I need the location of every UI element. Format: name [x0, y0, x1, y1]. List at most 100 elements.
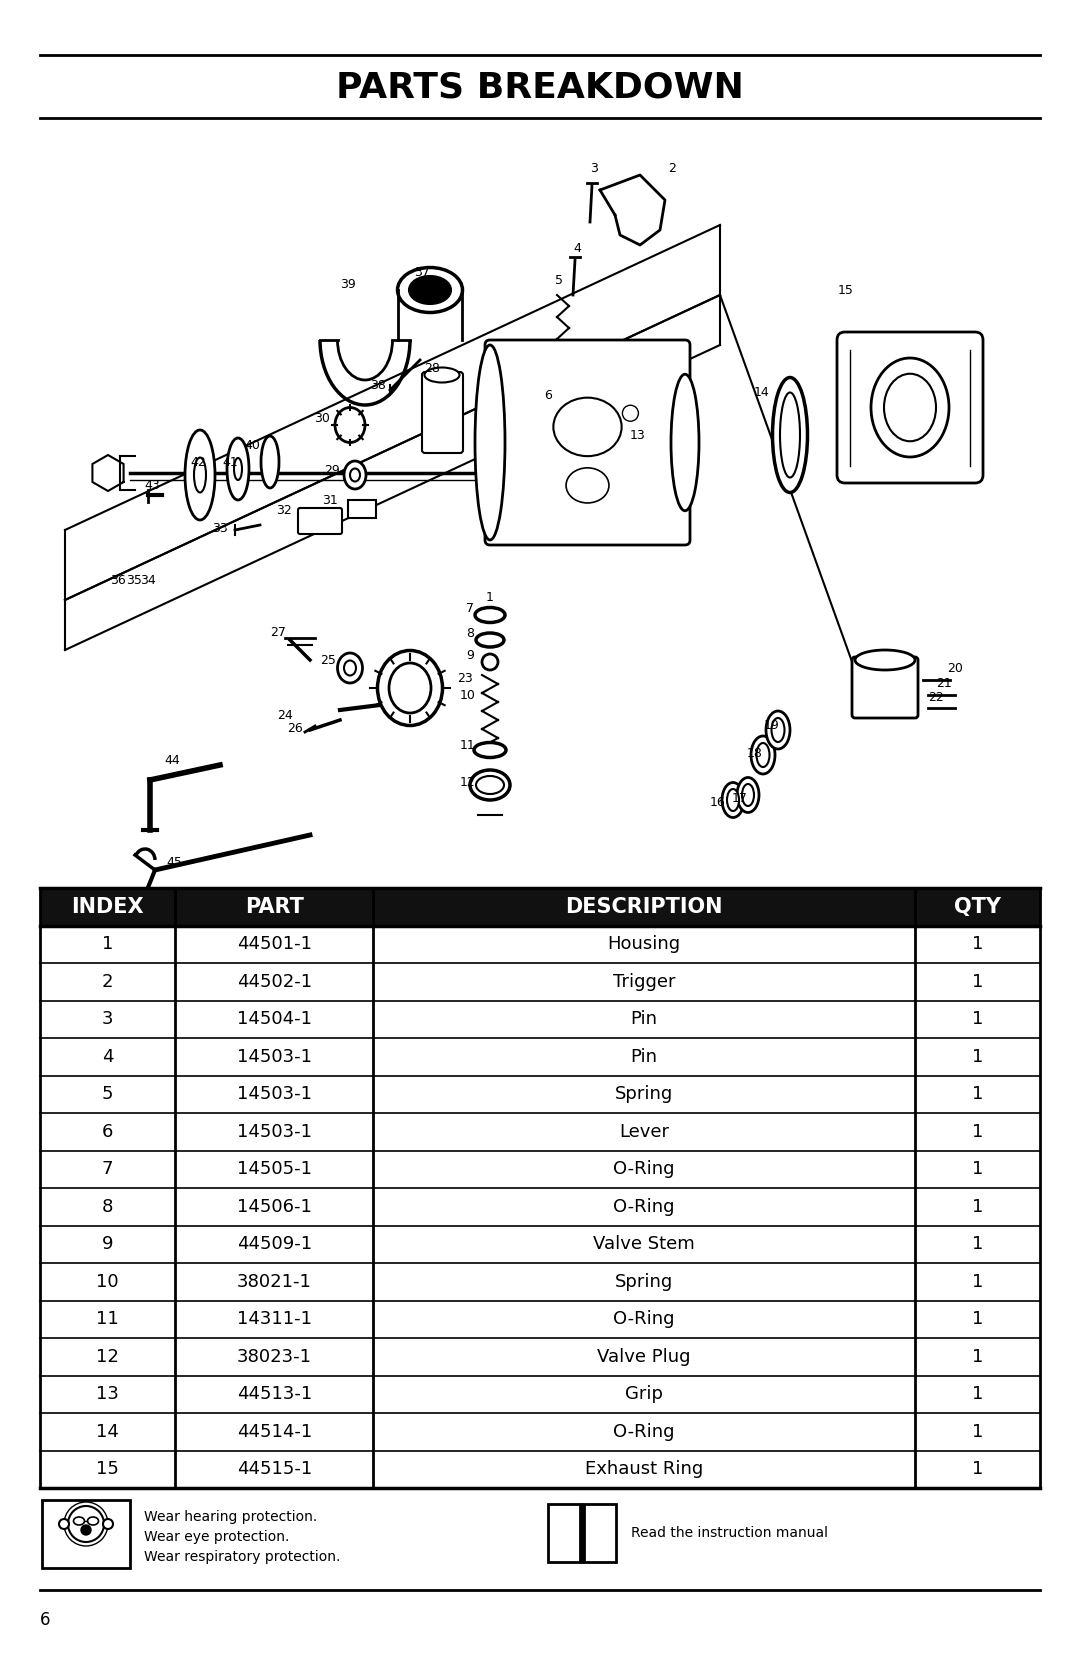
Ellipse shape	[397, 267, 462, 312]
Text: Spring: Spring	[615, 1085, 673, 1103]
Text: 20: 20	[947, 661, 963, 674]
FancyBboxPatch shape	[837, 332, 983, 482]
Text: 26: 26	[287, 721, 302, 734]
Text: O-Ring: O-Ring	[613, 1160, 675, 1178]
Text: 12: 12	[96, 1349, 119, 1365]
Text: 1: 1	[972, 1123, 983, 1140]
Text: 38023-1: 38023-1	[237, 1349, 312, 1365]
Ellipse shape	[73, 1517, 84, 1525]
Text: Exhaust Ring: Exhaust Ring	[585, 1460, 703, 1479]
Text: 14504-1: 14504-1	[237, 1010, 312, 1028]
Text: 30: 30	[314, 412, 329, 424]
Text: PART: PART	[245, 896, 303, 916]
Text: 11: 11	[96, 1310, 119, 1329]
Text: 45: 45	[166, 856, 181, 868]
Text: Spring: Spring	[615, 1273, 673, 1290]
Text: 7: 7	[465, 601, 474, 614]
Text: 14505-1: 14505-1	[237, 1160, 312, 1178]
Bar	[42, 1500, 130, 1567]
Bar	[40, 1414, 1040, 1450]
Text: 14: 14	[754, 386, 770, 399]
Text: 14503-1: 14503-1	[237, 1123, 312, 1140]
Ellipse shape	[723, 783, 744, 818]
Text: 23: 23	[457, 671, 473, 684]
Text: 14311-1: 14311-1	[237, 1310, 312, 1329]
Ellipse shape	[87, 1517, 98, 1525]
Text: 2: 2	[102, 973, 113, 991]
Text: 17: 17	[732, 791, 748, 804]
Ellipse shape	[772, 377, 808, 492]
Text: 13: 13	[96, 1385, 119, 1404]
Ellipse shape	[185, 431, 215, 521]
Text: 43: 43	[144, 479, 160, 491]
Text: 19: 19	[765, 718, 780, 731]
Text: 24: 24	[278, 709, 293, 721]
Text: DESCRIPTION: DESCRIPTION	[566, 896, 723, 916]
Ellipse shape	[766, 711, 789, 749]
Text: 1: 1	[972, 1349, 983, 1365]
Ellipse shape	[470, 769, 510, 799]
Text: 36: 36	[110, 574, 126, 586]
Ellipse shape	[727, 789, 739, 811]
Circle shape	[482, 654, 498, 669]
Ellipse shape	[751, 736, 775, 774]
Bar	[40, 1450, 1040, 1489]
Text: 16: 16	[711, 796, 726, 808]
Ellipse shape	[345, 661, 356, 676]
Ellipse shape	[855, 649, 915, 669]
Text: 1: 1	[972, 1273, 983, 1290]
Text: 12: 12	[460, 776, 476, 788]
Text: 1: 1	[486, 591, 494, 604]
Ellipse shape	[337, 653, 363, 683]
Text: 27: 27	[270, 626, 286, 639]
Text: 44509-1: 44509-1	[237, 1235, 312, 1253]
Ellipse shape	[194, 457, 206, 492]
Bar	[40, 1150, 1040, 1188]
Text: 13: 13	[630, 429, 646, 442]
Text: 2: 2	[669, 162, 676, 175]
Text: QTY: QTY	[954, 896, 1001, 916]
Ellipse shape	[566, 467, 609, 502]
Text: Housing: Housing	[608, 935, 680, 953]
Text: 4: 4	[573, 242, 581, 254]
Ellipse shape	[227, 437, 249, 501]
FancyBboxPatch shape	[298, 507, 342, 534]
Text: 6: 6	[40, 1611, 51, 1629]
Text: 1: 1	[972, 1385, 983, 1404]
Bar	[40, 963, 1040, 1000]
Text: 1: 1	[972, 935, 983, 953]
Text: 3: 3	[102, 1010, 113, 1028]
Ellipse shape	[389, 663, 431, 713]
Text: O-Ring: O-Ring	[613, 1422, 675, 1440]
Text: 18: 18	[747, 746, 762, 759]
Text: 1: 1	[972, 1460, 983, 1479]
Bar	[40, 1038, 1040, 1075]
Text: Pin: Pin	[631, 1010, 658, 1028]
Text: Grip: Grip	[625, 1385, 663, 1404]
Text: 44515-1: 44515-1	[237, 1460, 312, 1479]
Bar	[40, 1000, 1040, 1038]
FancyBboxPatch shape	[852, 658, 918, 718]
Text: 39: 39	[340, 279, 356, 292]
Text: 1: 1	[972, 1198, 983, 1215]
FancyBboxPatch shape	[422, 372, 463, 452]
Ellipse shape	[424, 367, 459, 382]
Ellipse shape	[885, 374, 936, 441]
Ellipse shape	[476, 633, 504, 648]
Text: 38: 38	[370, 379, 386, 392]
Bar	[40, 1188, 1040, 1225]
Ellipse shape	[475, 608, 505, 623]
Text: 29: 29	[324, 464, 340, 477]
Ellipse shape	[261, 436, 279, 487]
Text: 10: 10	[96, 1273, 119, 1290]
Text: 15: 15	[838, 284, 854, 297]
Text: 1: 1	[972, 1235, 983, 1253]
Text: 1: 1	[972, 1010, 983, 1028]
Bar	[40, 1113, 1040, 1150]
Bar	[40, 1225, 1040, 1263]
Text: 14506-1: 14506-1	[237, 1198, 312, 1215]
Text: 28: 28	[424, 362, 440, 374]
Ellipse shape	[476, 776, 504, 794]
Text: 8: 8	[465, 626, 474, 639]
Text: 15: 15	[96, 1460, 119, 1479]
